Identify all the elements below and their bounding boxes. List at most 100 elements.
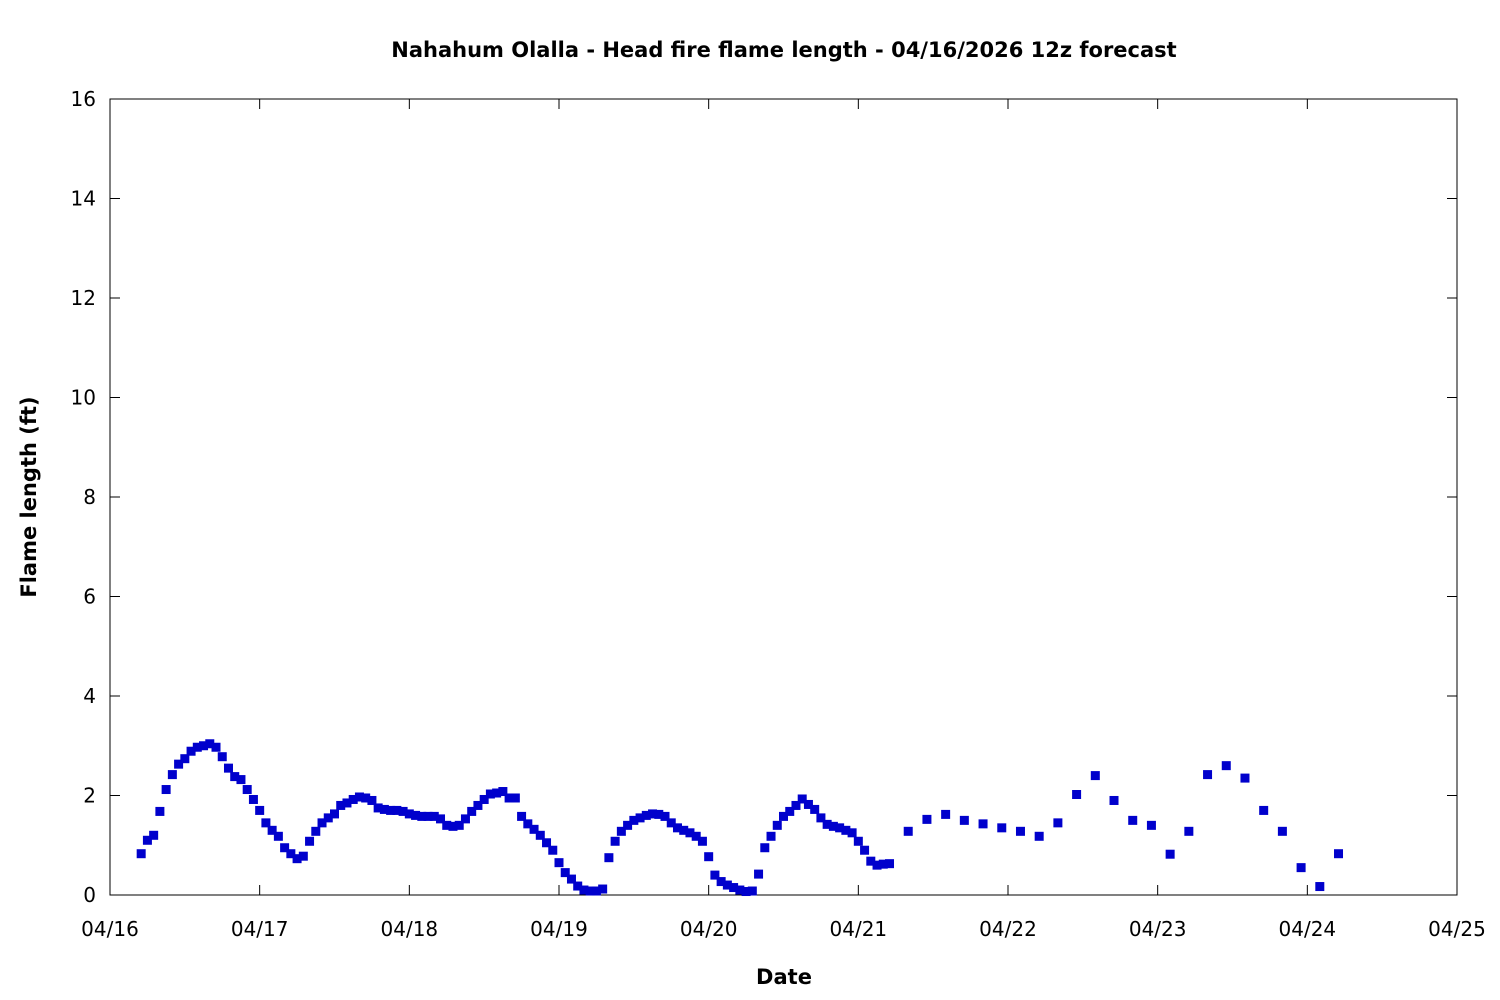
data-point xyxy=(828,821,838,831)
data-point xyxy=(760,843,770,853)
y-tick-label: 16 xyxy=(71,87,96,111)
x-tick-label: 04/17 xyxy=(231,917,289,941)
data-point xyxy=(504,793,514,803)
data-point xyxy=(155,806,165,816)
data-point xyxy=(635,813,645,823)
data-point xyxy=(685,828,695,838)
data-point xyxy=(1128,815,1138,825)
data-point xyxy=(348,794,358,804)
data-point xyxy=(623,820,633,830)
data-point xyxy=(361,793,371,803)
data-point xyxy=(1221,761,1231,771)
chart-title: Nahahum Olalla - Head fire flame length … xyxy=(391,38,1176,62)
data-point xyxy=(772,820,782,830)
data-point xyxy=(417,811,427,821)
data-point xyxy=(903,826,913,836)
data-point xyxy=(841,825,851,835)
data-point xyxy=(336,800,346,810)
data-point xyxy=(766,831,776,841)
data-point xyxy=(255,805,265,815)
data-point xyxy=(161,785,171,795)
data-point xyxy=(292,854,302,864)
x-tick-label: 04/22 xyxy=(979,917,1037,941)
data-point xyxy=(230,772,240,782)
data-point xyxy=(560,868,570,878)
data-point xyxy=(392,805,402,815)
data-point xyxy=(853,836,863,846)
data-point xyxy=(679,825,689,835)
data-point xyxy=(648,809,658,819)
data-point xyxy=(492,788,502,798)
data-point xyxy=(741,887,751,897)
data-point xyxy=(554,858,564,868)
data-point xyxy=(1277,826,1287,836)
data-point xyxy=(448,821,458,831)
data-point xyxy=(791,800,801,810)
y-tick-label: 12 xyxy=(71,286,96,310)
data-point xyxy=(1240,773,1250,783)
data-point xyxy=(454,820,464,830)
data-point xyxy=(1072,790,1082,800)
data-point xyxy=(978,819,988,829)
data-point xyxy=(1315,882,1325,892)
data-point xyxy=(691,831,701,841)
y-tick-label: 2 xyxy=(83,784,96,808)
data-point xyxy=(835,823,845,833)
data-point xyxy=(211,742,221,752)
data-point xyxy=(267,825,277,835)
data-point xyxy=(810,804,820,814)
data-point xyxy=(404,809,414,819)
data-point xyxy=(298,851,308,861)
data-point xyxy=(816,813,826,823)
data-point xyxy=(529,824,539,834)
data-point xyxy=(922,814,932,824)
data-point xyxy=(997,823,1007,833)
data-point xyxy=(485,789,495,799)
data-point xyxy=(473,800,483,810)
data-point xyxy=(354,792,364,802)
data-point xyxy=(1259,805,1269,815)
data-point xyxy=(242,785,252,795)
data-point xyxy=(379,804,389,814)
data-point xyxy=(716,877,726,887)
data-point xyxy=(1090,771,1100,781)
data-point xyxy=(616,826,626,836)
data-point xyxy=(535,830,545,840)
data-point xyxy=(460,814,470,824)
data-point xyxy=(779,811,788,821)
data-point xyxy=(398,806,408,816)
data-point xyxy=(342,798,352,808)
data-point xyxy=(411,810,421,820)
data-point xyxy=(248,794,258,804)
data-point xyxy=(585,886,595,896)
x-tick-label: 04/16 xyxy=(81,917,139,941)
data-point xyxy=(1015,826,1025,836)
data-point xyxy=(629,815,639,825)
data-point xyxy=(192,742,202,752)
data-point xyxy=(1146,820,1156,830)
x-tick-label: 04/24 xyxy=(1279,917,1337,941)
x-tick-label: 04/21 xyxy=(830,917,888,941)
data-point xyxy=(1034,831,1044,841)
y-tick-label: 4 xyxy=(83,684,96,708)
x-axis-label: Date xyxy=(756,965,812,989)
data-point xyxy=(872,860,882,870)
data-point xyxy=(199,741,209,751)
data-point xyxy=(641,810,651,820)
data-point xyxy=(704,852,714,862)
data-point xyxy=(149,830,159,840)
data-point xyxy=(373,803,383,813)
data-point xyxy=(654,809,664,819)
data-point xyxy=(610,836,620,846)
data-point xyxy=(261,818,271,828)
data-point xyxy=(591,886,601,896)
data-point xyxy=(223,763,233,773)
data-point xyxy=(959,815,969,825)
y-tick-label: 14 xyxy=(71,187,96,211)
data-point xyxy=(174,759,184,769)
data-point xyxy=(697,836,707,846)
data-point xyxy=(1053,818,1063,828)
data-point xyxy=(822,819,832,829)
data-point xyxy=(236,775,246,785)
